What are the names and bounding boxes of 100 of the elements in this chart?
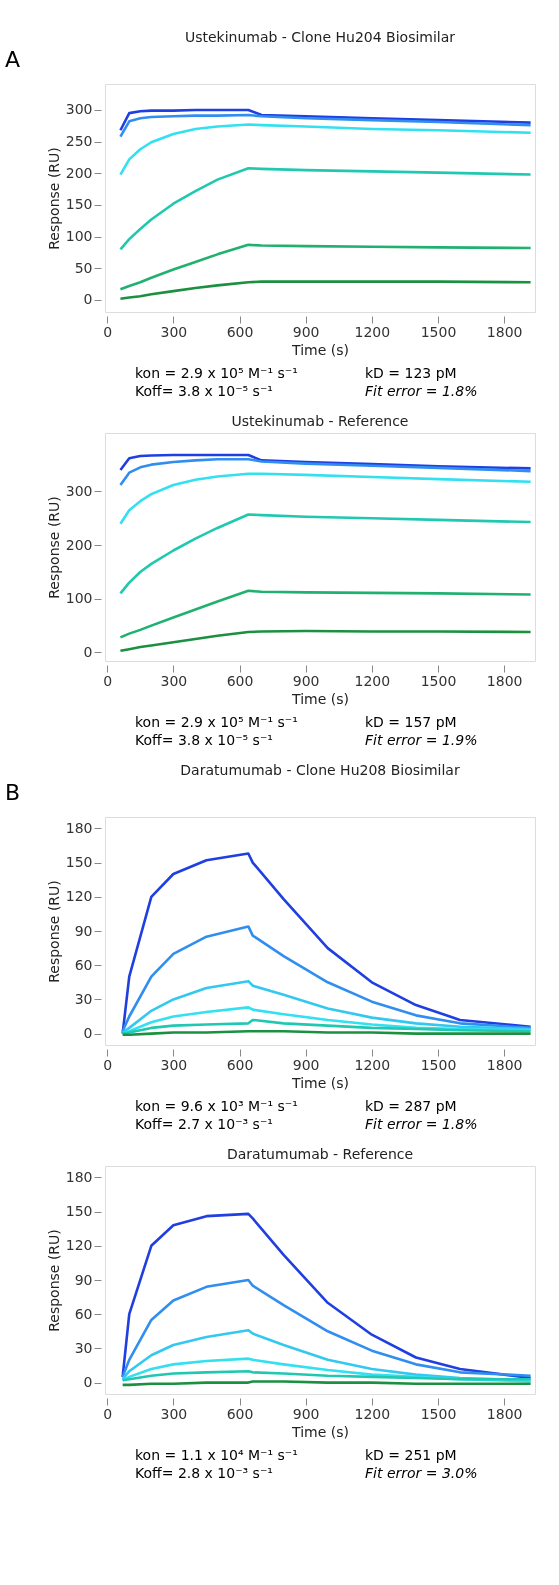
x-tick-label: 300 [160, 323, 188, 340]
line-series [119, 472, 532, 525]
y-tick-label: 50 [74, 259, 93, 276]
line-series [121, 979, 532, 1034]
text: kon = 9.6 x 10³ M⁻¹ s⁻¹ [135, 1098, 298, 1114]
text: A [5, 47, 21, 72]
x-tick-label: 0 [103, 1056, 113, 1073]
line-series [119, 589, 532, 639]
line-series [119, 108, 532, 132]
text: Koff= 2.8 x 10⁻³ s⁻¹ [135, 1465, 273, 1481]
x-axis-title: Time (s) [291, 690, 349, 707]
line-series [119, 113, 532, 138]
y-axis-title: Response (RU) [45, 147, 62, 250]
y-tick-label: 250 [65, 133, 93, 150]
y-tick-label: 150 [65, 196, 93, 213]
y-axis-title: Response (RU) [45, 496, 62, 599]
line-series [121, 1278, 532, 1379]
x-tick-label: 300 [160, 1056, 188, 1073]
y-tick-label: 150 [65, 1203, 93, 1220]
y-tick-label: 30 [74, 990, 93, 1007]
text: kon = 2.9 x 10⁵ M⁻¹ s⁻¹ [135, 365, 298, 381]
x-tick-label: 1800 [486, 323, 523, 340]
line-series [119, 457, 532, 487]
text: Koff= 3.8 x 10⁻⁵ s⁻¹ [135, 383, 273, 399]
x-tick-label: 900 [292, 323, 320, 340]
x-tick-label: 1500 [420, 672, 457, 689]
line-series [119, 243, 532, 291]
x-tick-label: 600 [226, 323, 254, 340]
x-tick-label: 1200 [354, 323, 391, 340]
x-tick-label: 0 [103, 1405, 113, 1422]
x-tick-label: 1800 [486, 1405, 523, 1422]
x-tick-label: 900 [292, 1405, 320, 1422]
x-axis-title: Time (s) [291, 1423, 349, 1440]
text: Koff= 2.7 x 10⁻³ s⁻¹ [135, 1116, 273, 1132]
text: B [5, 780, 21, 805]
text: kon = 1.1 x 10⁴ M⁻¹ s⁻¹ [135, 1447, 298, 1463]
line-series [119, 166, 532, 251]
chart-title: Ustekinumab - Clone Hu204 Biosimilar [184, 29, 456, 45]
line-series [119, 629, 532, 653]
y-tick-label: 0 [83, 1374, 93, 1391]
line-series [121, 1018, 532, 1035]
x-axis-title: Time (s) [291, 1074, 349, 1091]
line-series [121, 1369, 532, 1382]
y-tick-label: 200 [65, 164, 93, 181]
text: kD = 123 pM [365, 365, 457, 381]
y-tick-label: 100 [65, 228, 93, 245]
line-series [119, 280, 532, 300]
y-tick-label: 0 [83, 1025, 93, 1042]
x-axis-title: Time (s) [291, 341, 349, 358]
y-tick-label: 120 [65, 888, 93, 905]
y-tick-label: 90 [74, 1271, 93, 1288]
text: kD = 251 pM [365, 1447, 457, 1463]
text: kon = 2.9 x 10⁵ M⁻¹ s⁻¹ [135, 714, 298, 730]
text: Fit error = 3.0% [365, 1465, 478, 1481]
text: kD = 287 pM [365, 1098, 457, 1114]
x-tick-label: 0 [103, 323, 113, 340]
x-tick-label: 1800 [486, 1056, 523, 1073]
text: Fit error = 1.8% [365, 383, 478, 399]
y-tick-label: 150 [65, 854, 93, 871]
x-tick-label: 1500 [420, 1405, 457, 1422]
line-series [119, 123, 532, 176]
y-tick-label: 0 [83, 291, 93, 308]
line-series [119, 513, 532, 595]
x-tick-label: 1800 [486, 672, 523, 689]
y-tick-label: 180 [65, 1168, 93, 1185]
x-tick-label: 600 [226, 1056, 254, 1073]
y-tick-label: 60 [74, 1305, 93, 1322]
x-tick-label: 1200 [354, 672, 391, 689]
text: Fit error = 1.9% [365, 732, 478, 748]
x-tick-label: 600 [226, 1405, 254, 1422]
chart-title: Ustekinumab - Reference [231, 413, 409, 429]
x-tick-label: 0 [103, 672, 113, 689]
x-tick-label: 1200 [354, 1056, 391, 1073]
y-tick-label: 100 [65, 590, 93, 607]
y-tick-label: 300 [65, 101, 93, 118]
line-series [121, 852, 532, 1035]
x-tick-label: 1500 [420, 323, 457, 340]
y-tick-label: 30 [74, 1339, 93, 1356]
x-tick-label: 900 [292, 1056, 320, 1073]
y-axis-title: Response (RU) [45, 1229, 62, 1332]
x-tick-label: 1500 [420, 1056, 457, 1073]
y-tick-label: 0 [83, 643, 93, 660]
text: Fit error = 1.8% [365, 1116, 478, 1132]
y-tick-label: 120 [65, 1237, 93, 1254]
x-tick-label: 600 [226, 672, 254, 689]
y-tick-label: 90 [74, 922, 93, 939]
line-series [121, 1212, 532, 1380]
text: kD = 157 pM [365, 714, 457, 730]
line-series [121, 925, 532, 1033]
chart-title: Daratumumab - Clone Hu208 Biosimilar [180, 762, 460, 778]
y-tick-label: 60 [74, 956, 93, 973]
text: Koff= 3.8 x 10⁻⁵ s⁻¹ [135, 732, 273, 748]
x-tick-label: 300 [160, 1405, 188, 1422]
y-axis-title: Response (RU) [45, 880, 62, 983]
y-tick-label: 180 [65, 819, 93, 836]
y-tick-label: 200 [65, 536, 93, 553]
x-tick-label: 900 [292, 672, 320, 689]
y-tick-label: 300 [65, 482, 93, 499]
x-tick-label: 300 [160, 672, 188, 689]
chart-title: Daratumumab - Reference [226, 1146, 414, 1162]
